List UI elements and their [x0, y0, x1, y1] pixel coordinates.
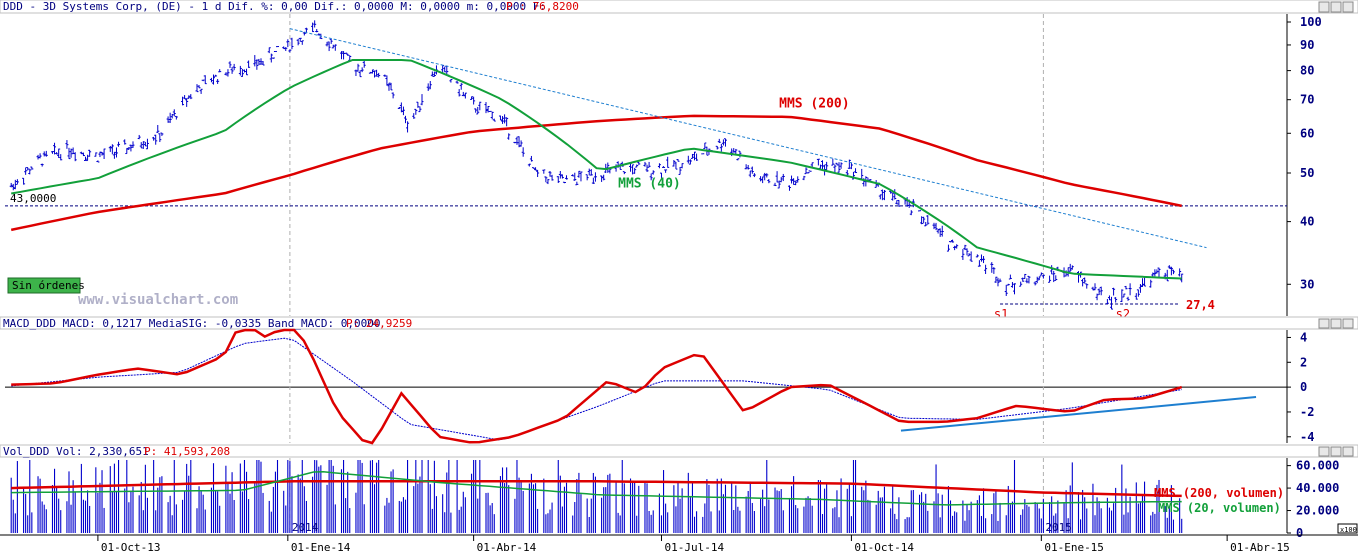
x-ticks: 01-Oct-13 01-Ene-14 01-Abr-14 01-Jul-14 01-O… [97, 535, 1290, 554]
x-tick-label: 01-Oct-14 [854, 541, 914, 554]
macd-line [11, 328, 1183, 445]
macd-y-ticks: 4 2 0 -2 -4 [1287, 330, 1314, 444]
x-axis: 01-Oct-13 01-Ene-14 01-Abr-14 01-Jul-14 01-O… [0, 534, 1358, 554]
price-header-p: P : 76,8200 [506, 0, 579, 13]
price-tick-label: 60 [1300, 126, 1314, 140]
vol-tick-label: 60.000 [1296, 459, 1339, 473]
macd-tick-label: 4 [1300, 330, 1307, 344]
macd-header-bar [0, 316, 1358, 330]
vol-header-bar [0, 444, 1358, 458]
x100-label: x100 [1340, 526, 1357, 534]
orders-badge-label: Sin órdenes [12, 279, 85, 292]
price-tick-label: 80 [1300, 64, 1314, 78]
vol-header-title: Vol_DDD Vol: 2,330,651 [3, 445, 149, 458]
vol-tick-label: 40.000 [1296, 481, 1339, 495]
price-tick-label: 100 [1300, 15, 1322, 29]
macd-maximize-button[interactable] [1330, 318, 1342, 329]
price-tick-label: 70 [1300, 93, 1314, 107]
watermark: www.visualchart.com [78, 292, 238, 308]
x-tick-label: 01-Ene-14 [291, 541, 351, 554]
mms40-label: MMS (40) [618, 176, 681, 191]
x-tick-label: 01-Jul-14 [664, 541, 724, 554]
macd-tick-label: -4 [1300, 430, 1314, 444]
macd-panel: MACD_DDD MACD: 0,1217 MediaSIG: -0,0335 … [0, 316, 1358, 445]
vol-mms200-label: MMS (200, volumen) [1154, 486, 1284, 500]
mms200-line [10, 114, 1182, 232]
price-tick-label: 30 [1300, 277, 1314, 291]
vol-y-ticks: 60.000 40.000 20.000 0 [1287, 459, 1339, 540]
vol-mms200-line [11, 480, 1182, 498]
vol-minimize-button[interactable] [1318, 446, 1330, 457]
mms200-label: MMS (200) [779, 97, 849, 112]
volume-panel: Vol_DDD Vol: 2,330,651 P: 41,593,208 60.… [0, 444, 1358, 540]
vol-tick-label: 0 [1296, 526, 1303, 540]
price-panel: DDD - 3D Systems Corp, (DE) - 1 d Dif. %… [0, 0, 1358, 321]
x-tick-label: 01-Abr-14 [477, 541, 537, 554]
vol-mms20-label: MMS (20, volumen) [1158, 501, 1281, 515]
close-button[interactable] [1342, 1, 1354, 13]
vol-close-button[interactable] [1342, 446, 1354, 457]
price-tick-label: 50 [1300, 166, 1314, 180]
x-tick-label: 01-Oct-13 [101, 541, 161, 554]
price-y-ticks: 30 40 50 60 70 80 90 100 [1287, 15, 1322, 291]
price-trendline [289, 28, 1207, 249]
orders-badge[interactable] [7, 277, 81, 294]
macd-header-p: P: 24,9259 [346, 317, 412, 330]
macd-tick-label: 0 [1300, 380, 1307, 394]
macd-minimize-button[interactable] [1318, 318, 1330, 329]
level-27-4-label: 27,4 [1186, 298, 1215, 312]
year-2015-label: 2015 [1045, 521, 1072, 534]
x-tick-label: 01-Abr-15 [1230, 541, 1290, 554]
mms40-line [11, 59, 1182, 280]
x100-box [1337, 523, 1358, 534]
price-header-bar [0, 0, 1358, 14]
x-tick-label: 01-Ene-15 [1044, 541, 1104, 554]
macd-tick-label: -2 [1300, 405, 1314, 419]
macd-tick-label: 2 [1300, 355, 1307, 369]
year-2014-label: 2014 [292, 521, 319, 534]
macd-close-button[interactable] [1342, 318, 1354, 329]
support-43-label: 43,0000 [10, 192, 56, 205]
vol-tick-label: 20.000 [1296, 504, 1339, 518]
price-tick-label: 90 [1300, 38, 1314, 52]
vol-maximize-button[interactable] [1330, 446, 1342, 457]
price-tick-label: 40 [1300, 215, 1314, 229]
price-window-buttons [1318, 1, 1354, 13]
minimize-button[interactable] [1318, 1, 1330, 13]
price-bars [9, 20, 1184, 310]
price-header-title: DDD - 3D Systems Corp, (DE) - 1 d Dif. %… [3, 0, 546, 13]
vol-header-p: P: 41,593,208 [144, 445, 230, 458]
macd-trendline [900, 396, 1257, 432]
signal-line [11, 337, 1182, 441]
macd-header-title: MACD_DDD MACD: 0,1217 MediaSIG: -0,0335 … [3, 317, 381, 330]
maximize-button[interactable] [1330, 1, 1342, 13]
vol-mms20-line [11, 471, 1182, 506]
volume-bars [10, 460, 1183, 533]
